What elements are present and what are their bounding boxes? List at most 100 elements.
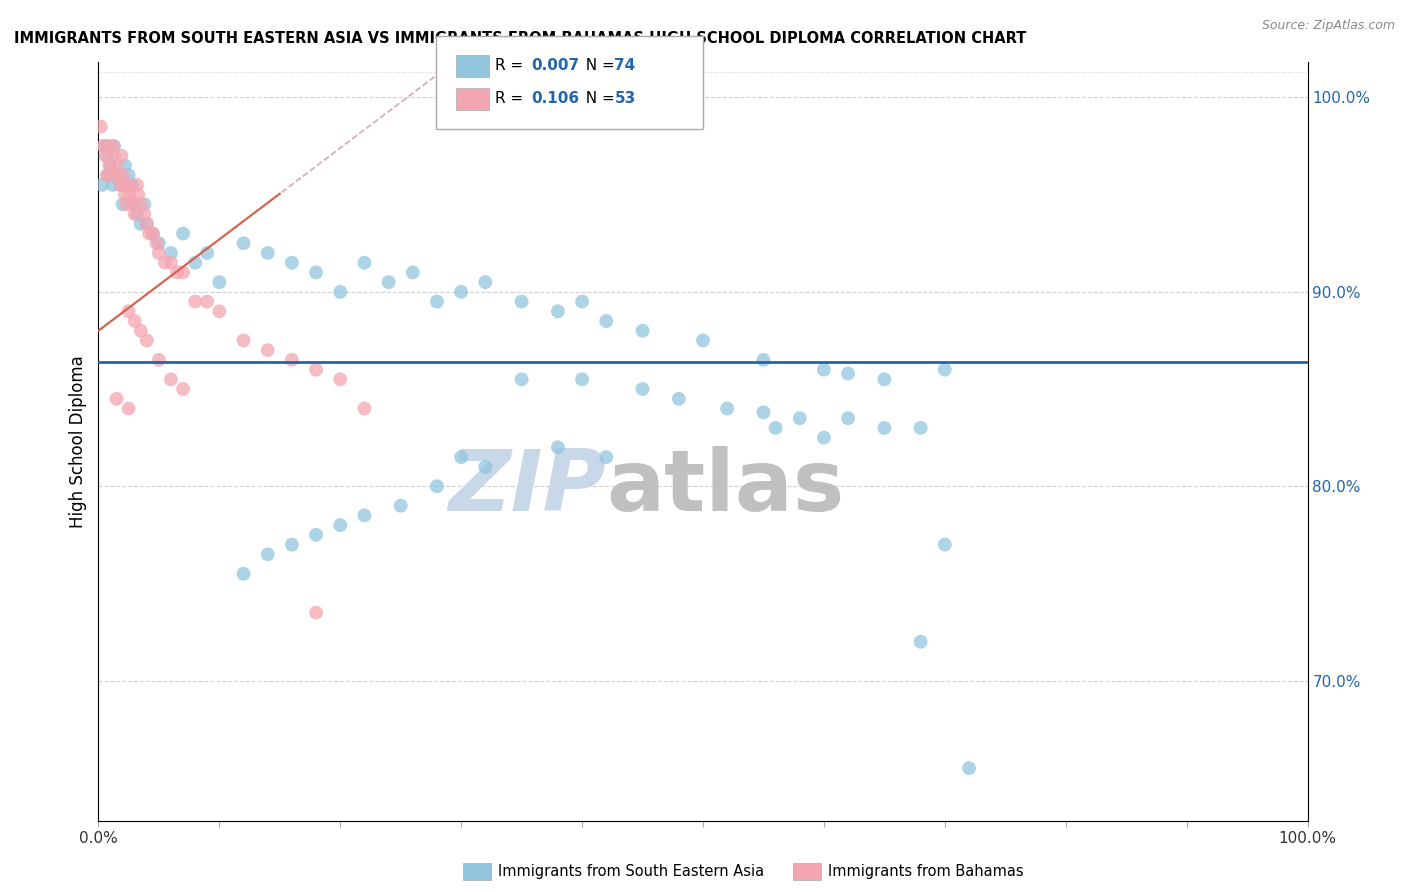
Point <box>90 120 112 134</box>
Point <box>134 197 156 211</box>
Point <box>93 139 115 153</box>
Point <box>353 508 375 523</box>
Point <box>103 139 125 153</box>
Text: R =: R = <box>495 91 529 105</box>
Point <box>108 178 131 192</box>
Point <box>91 139 114 153</box>
Text: Immigrants from Bahamas: Immigrants from Bahamas <box>828 864 1024 879</box>
Point <box>135 217 157 231</box>
Point <box>118 168 141 182</box>
Point <box>547 304 569 318</box>
Point <box>100 159 122 173</box>
Point <box>111 197 134 211</box>
Point <box>329 285 352 299</box>
Point <box>108 178 131 192</box>
Point <box>595 450 617 464</box>
Point <box>934 538 956 552</box>
Point <box>692 334 714 348</box>
Point <box>329 518 352 533</box>
Point <box>142 227 165 241</box>
Point <box>148 246 170 260</box>
Text: N =: N = <box>576 91 620 105</box>
Point <box>208 304 231 318</box>
Point <box>105 159 128 173</box>
Point <box>716 401 738 416</box>
Point <box>752 405 775 419</box>
Point <box>571 294 593 309</box>
Text: 74: 74 <box>614 58 636 72</box>
Point <box>148 352 170 367</box>
Text: ZIP: ZIP <box>449 445 606 529</box>
Point <box>127 178 149 192</box>
Point <box>256 547 278 561</box>
Point <box>105 392 128 406</box>
Point <box>114 187 136 202</box>
Point <box>172 227 194 241</box>
Point <box>305 528 328 542</box>
Point <box>118 401 141 416</box>
Point <box>124 207 146 221</box>
Text: atlas: atlas <box>606 445 845 529</box>
Point <box>281 352 304 367</box>
Text: N =: N = <box>576 58 620 72</box>
Point <box>111 168 134 182</box>
Point <box>97 168 120 182</box>
Point <box>510 294 533 309</box>
Point <box>595 314 617 328</box>
Point <box>195 246 218 260</box>
Point <box>547 441 569 455</box>
Point <box>100 168 122 182</box>
Point <box>402 265 425 279</box>
Point <box>118 178 141 192</box>
Point <box>765 421 787 435</box>
Point <box>97 139 120 153</box>
Point <box>172 265 194 279</box>
Text: R =: R = <box>495 58 529 72</box>
Point <box>474 275 496 289</box>
Point <box>813 362 835 376</box>
Point <box>208 275 231 289</box>
Y-axis label: High School Diploma: High School Diploma <box>69 355 87 528</box>
Text: Source: ZipAtlas.com: Source: ZipAtlas.com <box>1261 19 1395 31</box>
Point <box>96 168 118 182</box>
Point <box>114 159 136 173</box>
Point <box>450 285 472 299</box>
Point <box>135 334 157 348</box>
Point <box>160 255 183 269</box>
Point <box>571 372 593 386</box>
Point <box>105 168 128 182</box>
Point <box>631 382 654 396</box>
Point <box>118 187 141 202</box>
Point <box>101 139 124 153</box>
Point <box>256 246 278 260</box>
Point <box>110 149 132 163</box>
Point <box>232 236 254 251</box>
Point <box>124 314 146 328</box>
Point <box>121 178 143 192</box>
Point <box>837 367 859 381</box>
Point <box>124 197 146 211</box>
Point <box>101 178 124 192</box>
Point <box>142 227 165 241</box>
Point <box>195 294 218 309</box>
Point <box>129 217 152 231</box>
Point <box>184 255 207 269</box>
Point <box>184 294 207 309</box>
Point <box>789 411 811 425</box>
Point <box>305 362 328 376</box>
Point <box>232 566 254 581</box>
Point <box>121 197 143 211</box>
Point <box>910 634 932 648</box>
Point <box>127 187 149 202</box>
Text: IMMIGRANTS FROM SOUTH EASTERN ASIA VS IMMIGRANTS FROM BAHAMAS HIGH SCHOOL DIPLOM: IMMIGRANTS FROM SOUTH EASTERN ASIA VS IM… <box>14 31 1026 46</box>
Point <box>305 606 328 620</box>
Text: Immigrants from South Eastern Asia: Immigrants from South Eastern Asia <box>498 864 763 879</box>
Point <box>281 255 304 269</box>
Point <box>107 168 129 182</box>
Point <box>910 421 932 435</box>
Point <box>837 411 859 425</box>
Point <box>153 255 176 269</box>
Point <box>353 255 375 269</box>
Point <box>450 450 472 464</box>
Point <box>389 499 412 513</box>
